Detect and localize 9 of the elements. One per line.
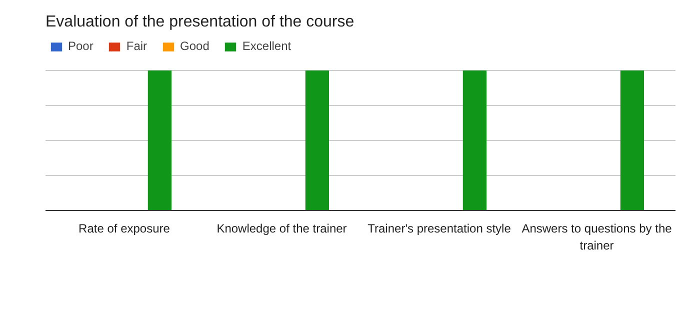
legend-label: Poor bbox=[68, 39, 94, 53]
chart-title: Evaluation of the presentation of the course bbox=[46, 14, 354, 30]
legend-label: Excellent bbox=[242, 39, 292, 53]
x-tick-label: Rate of exposure bbox=[78, 222, 170, 236]
legend-label: Fair bbox=[126, 39, 148, 53]
legend-label: Good bbox=[180, 39, 210, 53]
x-tick-label: Knowledge of the trainer bbox=[216, 222, 347, 236]
x-tick-label: Answers to questions by the trainer bbox=[522, 222, 672, 252]
x-tick-label: Trainer's presentation style bbox=[368, 222, 512, 236]
